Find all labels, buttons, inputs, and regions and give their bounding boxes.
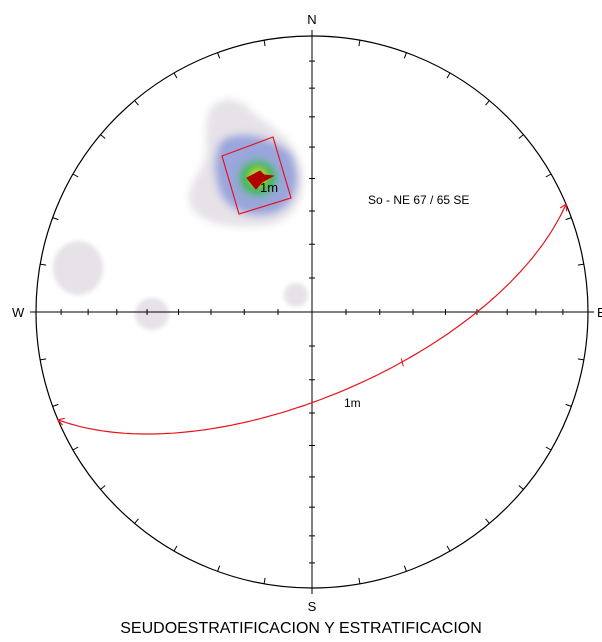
rim-tick — [217, 565, 221, 572]
rim-tick — [173, 545, 178, 552]
great-circle-end-arrow — [559, 203, 568, 212]
rim-tick — [173, 72, 178, 79]
rim-tick — [134, 518, 139, 524]
rim-tick — [358, 40, 361, 47]
rim-tick — [485, 518, 490, 524]
rim-tick — [100, 485, 106, 490]
rim-tick — [518, 134, 524, 139]
axis-tick-marks — [60, 60, 564, 564]
rim-tick — [545, 446, 552, 451]
rim-tick — [134, 100, 139, 106]
great-circle-label: 1m — [344, 396, 361, 410]
mean-plane-great-circle — [57, 203, 567, 435]
rim-tick — [72, 446, 79, 451]
rim-tick — [217, 52, 221, 59]
rim-tick — [565, 217, 572, 221]
rim-tick — [577, 358, 584, 361]
pole-label: 1m — [260, 180, 278, 195]
rim-tick — [263, 40, 266, 47]
rim-tick — [403, 52, 407, 59]
rim-tick — [52, 403, 59, 407]
rim-tick — [40, 263, 47, 266]
pole-marker — [246, 170, 275, 190]
rim-tick — [72, 173, 79, 178]
rim-tick — [358, 577, 361, 584]
great-circle-label-tick — [400, 358, 404, 367]
rim-tick — [446, 72, 451, 79]
south-label: S — [308, 599, 317, 614]
pole-confidence-window — [221, 136, 292, 215]
plane-annotation: So - NE 67 / 65 SE — [368, 193, 469, 207]
rim-tick-marks — [40, 40, 584, 584]
rim-tick — [545, 173, 552, 178]
density-cluster-main — [188, 99, 303, 227]
rim-tick — [485, 100, 490, 106]
rim-tick — [446, 545, 451, 552]
rim-tick — [403, 565, 407, 572]
rim-tick — [518, 485, 524, 490]
rim-tick — [577, 263, 584, 266]
density-contours — [53, 99, 308, 330]
east-label: E — [597, 305, 602, 320]
rim-tick — [52, 217, 59, 221]
rim-tick — [263, 577, 266, 584]
west-label: W — [12, 305, 25, 320]
north-label: N — [307, 12, 316, 27]
rim-tick — [100, 134, 106, 139]
density-cluster-west — [53, 241, 308, 330]
diagram-title: SEUDOESTRATIFICACION Y ESTRATIFICACION — [120, 620, 482, 637]
rim-tick — [565, 403, 572, 407]
rim-tick — [40, 358, 47, 361]
great-circle-start-arrow — [56, 417, 65, 426]
